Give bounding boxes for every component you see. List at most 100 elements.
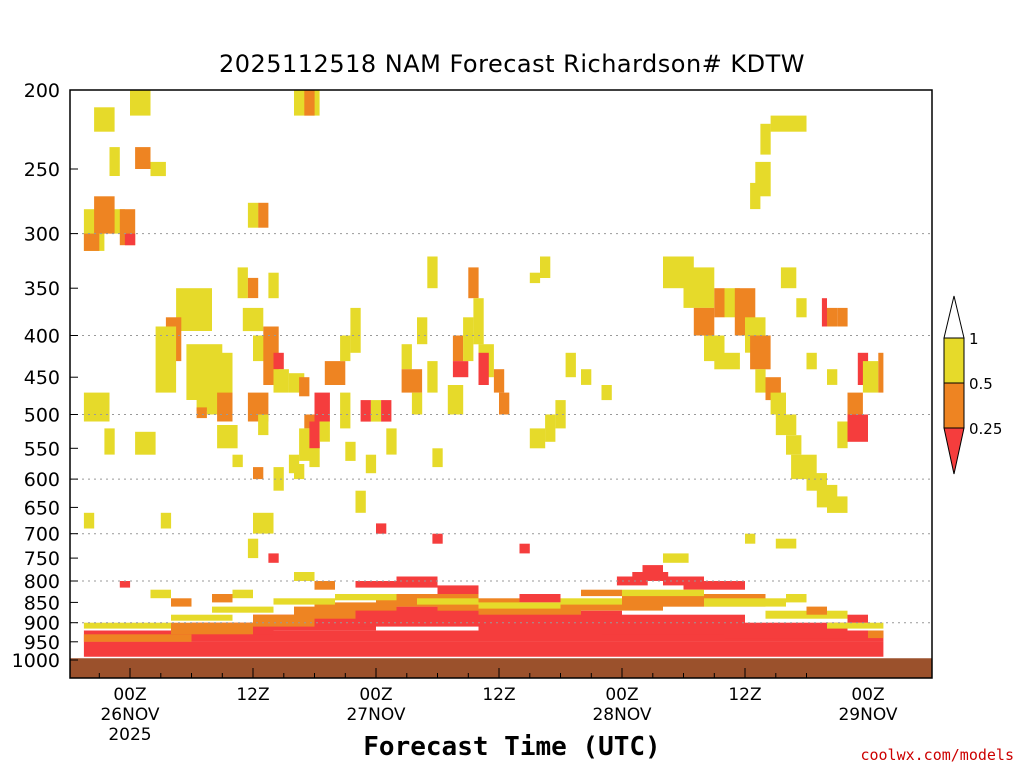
heatmap-cell (540, 256, 551, 278)
heatmap-cell (288, 454, 300, 474)
heatmap-cell (247, 202, 259, 228)
heatmap-cell (780, 267, 797, 289)
heatmap-cell (258, 202, 269, 228)
heatmap-cell (365, 454, 377, 474)
heatmap-cell (478, 606, 581, 615)
heatmap-cell (529, 428, 546, 449)
heatmap-cell (714, 352, 740, 370)
heatmap-cell (452, 335, 464, 362)
heatmap-cell (83, 641, 884, 660)
ground-layer (70, 656, 932, 678)
y-tick-label: 800 (24, 571, 60, 593)
heatmap-cell (273, 467, 284, 491)
heatmap-cell (196, 385, 212, 411)
heatmap-cell (565, 352, 576, 378)
x-tick-label: 00Z (605, 685, 638, 705)
heatmap-cell (124, 233, 136, 246)
heatmap-cell (304, 90, 315, 116)
heatmap-cell (601, 614, 745, 635)
heatmap-cell (135, 147, 151, 169)
heatmap-cell (355, 606, 499, 627)
heatmap-cell (417, 598, 479, 605)
heatmap-cell (294, 464, 305, 480)
heatmap-cell (663, 553, 689, 563)
heatmap-cell (478, 602, 561, 609)
heatmap-cell (247, 538, 259, 559)
x-tick-label: 00Z (359, 685, 392, 705)
heatmap-cell (827, 369, 838, 385)
heatmap-cell (340, 335, 351, 362)
y-tick-label: 700 (24, 524, 60, 546)
heatmap-cell (786, 594, 807, 603)
plot-frame (69, 89, 933, 679)
x-tick-label: 00Z (851, 685, 884, 705)
heatmap-cell (868, 630, 884, 639)
legend-swatch-orange (943, 382, 965, 429)
x-tick-date: 28NOV (592, 705, 651, 725)
heatmap-cell (750, 182, 761, 210)
heatmap-cell (745, 533, 756, 544)
heatmap-cell (878, 352, 884, 393)
heatmap-cell (253, 614, 315, 627)
x-tick-date: 27NOV (346, 705, 405, 725)
heatmap-cell (452, 361, 469, 378)
heatmap-cell (212, 594, 233, 603)
heatmap-cell (401, 344, 412, 370)
heatmap-cell (299, 377, 310, 397)
heatmap-cell (755, 369, 766, 393)
heatmap-cell (796, 298, 807, 318)
heatmap-cell (401, 369, 423, 393)
heatmap-cell (478, 352, 489, 385)
heatmap-cell (253, 467, 264, 480)
heatmap-cell (447, 385, 464, 415)
heatmap-cell (473, 298, 484, 345)
x-tick-label: 12Z (482, 685, 515, 705)
x-tick-label: 00Z (113, 685, 146, 705)
heatmap-cell (135, 431, 156, 455)
heatmap-cell (304, 414, 315, 429)
credit-link[interactable]: coolwx.com/models (860, 746, 1014, 764)
heatmap-cell (827, 622, 884, 629)
y-tick-label: 500 (24, 405, 60, 427)
heatmap-cell (417, 317, 428, 345)
x-tick-date: 29NOV (838, 705, 897, 725)
heatmap-cell (109, 147, 120, 176)
heatmap-cell (376, 523, 387, 534)
heatmap-cell (83, 392, 110, 422)
y-tick-label: 950 (24, 632, 60, 654)
heatmap-cell (171, 598, 192, 607)
heatmap-cell (130, 90, 151, 116)
heatmap-cell (340, 392, 351, 429)
heatmap-cell (314, 602, 397, 611)
heatmap-cell (335, 594, 397, 601)
heatmap-cell (724, 622, 848, 639)
colorbar-legend: 1 0.5 0.25 (943, 295, 1002, 475)
y-tick-label: 650 (24, 497, 60, 519)
heatmap-cell (555, 400, 566, 429)
heatmap-cell (545, 414, 556, 442)
x-tick-year: 2025 (108, 725, 151, 745)
heatmap-cell (427, 361, 438, 393)
heatmap-cell (150, 589, 171, 599)
heatmap-cell (258, 414, 269, 436)
heatmap-cell (806, 606, 827, 615)
heatmap-cell (176, 288, 212, 331)
heatmap-cell (862, 361, 879, 393)
x-axis-label: Forecast Time (UTC) (363, 732, 661, 762)
heatmap-cell (499, 392, 510, 415)
heatmap-cell (463, 317, 474, 362)
heatmap-cell (232, 589, 253, 599)
heatmap-cell (345, 441, 356, 461)
heatmap-cell (314, 392, 330, 422)
heatmap-cell (847, 614, 868, 623)
heatmap-cell (411, 392, 423, 415)
heatmap-cell (273, 598, 335, 605)
heatmap-cell (150, 161, 166, 177)
legend-level-label: 0.5 (969, 375, 993, 393)
heatmap-cell (237, 267, 248, 299)
heatmap-cell (775, 414, 797, 436)
heatmap-cell (83, 512, 95, 529)
heatmap-cell (83, 630, 884, 642)
y-axis: 200 250 300 350 400 450 500 550 600 650 7007508008… (12, 80, 78, 672)
